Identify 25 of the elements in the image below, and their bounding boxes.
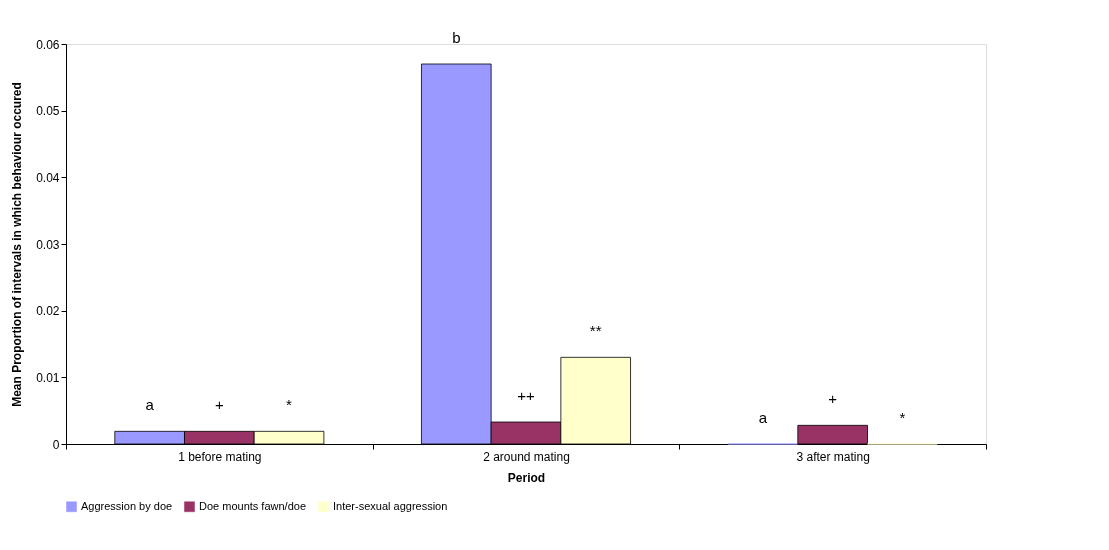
- annotation: *: [899, 409, 906, 426]
- legend-label: Aggression by doe: [81, 499, 173, 512]
- legend-label: Inter-sexual aggression: [333, 499, 448, 512]
- annotation: b: [452, 29, 461, 46]
- bar: [797, 424, 868, 445]
- x-axis-title: Period: [507, 470, 546, 485]
- annotation: +: [214, 396, 224, 414]
- y-tick-label: 0.05: [36, 104, 60, 119]
- x-tick-label: 2 around mating: [483, 449, 570, 464]
- legend-label: Doe mounts fawn/doe: [199, 499, 307, 512]
- y-tick-label: 0.06: [36, 37, 60, 52]
- annotation: a: [758, 409, 768, 426]
- annotation: **: [589, 322, 602, 340]
- x-tick-label: 3 after mating: [796, 449, 870, 464]
- x-tick-label: 1 before mating: [178, 449, 262, 464]
- annotation: +: [828, 390, 838, 408]
- annotation: a: [145, 396, 155, 414]
- y-tick-label: 0.03: [36, 237, 60, 252]
- annotation: ++: [517, 387, 535, 404]
- y-tick-label: 0.04: [36, 170, 60, 185]
- annotation: *: [286, 396, 293, 414]
- y-tick-label: 0.01: [36, 370, 60, 385]
- y-tick-label: 0: [52, 437, 60, 452]
- y-axis-title: Mean Proportion of intervals in which behaviour occured: [10, 82, 25, 407]
- y-tick-label: 0.02: [36, 304, 60, 319]
